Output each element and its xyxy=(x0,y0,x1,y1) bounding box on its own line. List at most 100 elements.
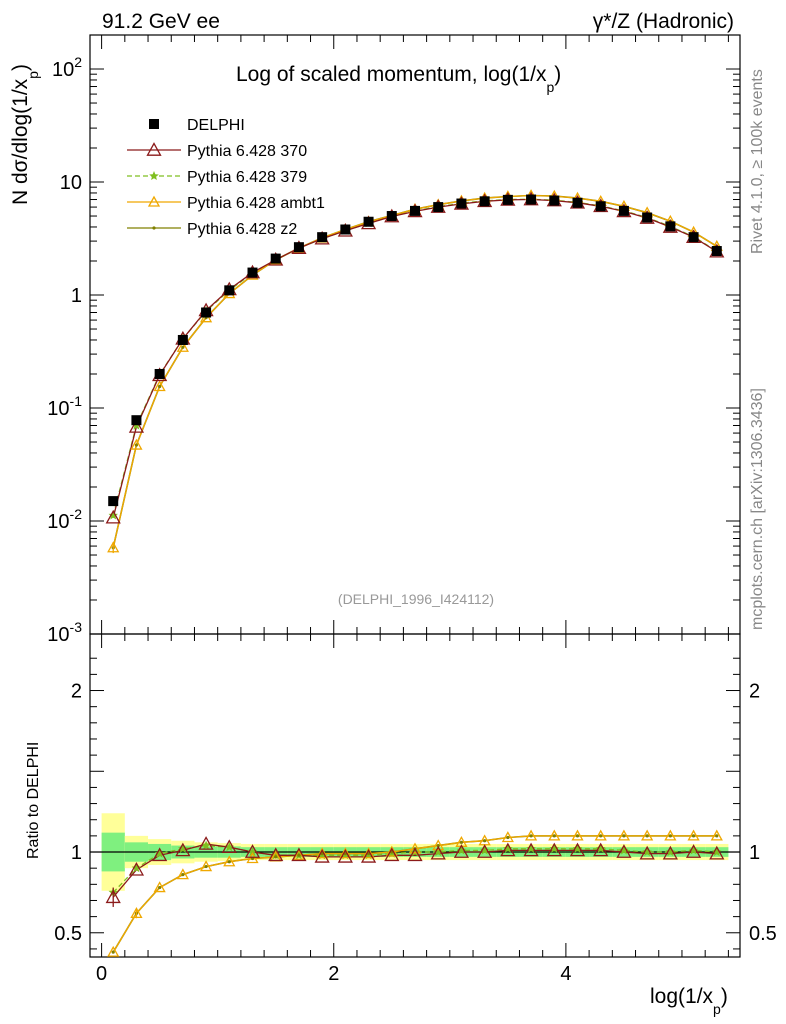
marker-z2 xyxy=(158,885,162,890)
marker-data xyxy=(201,307,212,318)
marker-z2 xyxy=(204,864,208,869)
marker-ambt1 xyxy=(710,829,723,841)
marker-ambt1 xyxy=(339,847,352,859)
series-line-p379 xyxy=(112,844,717,893)
marker-data xyxy=(572,197,583,208)
marker-data xyxy=(270,253,281,264)
marker-data xyxy=(410,205,420,216)
marker-z2 xyxy=(134,443,139,447)
marker-z2 xyxy=(668,834,672,838)
marker-data xyxy=(108,496,119,507)
x-tick-label: 0 xyxy=(96,963,107,985)
marker-ambt1 xyxy=(107,945,120,957)
marker-data xyxy=(154,368,165,379)
header-right: γ*/Z (Hadronic) xyxy=(593,10,734,33)
marker-p370 xyxy=(453,844,470,858)
legend-label: Pythia 6.428 z2 xyxy=(187,221,297,238)
y-tick-label: 10-3 xyxy=(47,619,82,646)
marker-ambt1 xyxy=(153,881,166,893)
marker-z2 xyxy=(297,853,301,857)
x-axis-label-sub: p xyxy=(713,1001,721,1017)
marker-ambt1 xyxy=(292,848,306,860)
marker-data xyxy=(688,232,699,243)
marker-p379 xyxy=(665,847,676,857)
marker-z2 xyxy=(111,950,115,954)
marker-p370 xyxy=(477,844,493,858)
marker-data xyxy=(340,224,351,235)
marker-z2 xyxy=(691,834,696,838)
x-axis-label: log(1/xp) xyxy=(650,985,728,1017)
marker-p370 xyxy=(291,847,307,862)
y-tick-label: 102 xyxy=(52,54,82,81)
marker-p379 xyxy=(433,847,443,857)
marker-p370 xyxy=(569,842,586,857)
marker-p370 xyxy=(128,419,145,433)
watermark: (DELPHI_1996_I424112) xyxy=(338,591,494,607)
series-line-p379 xyxy=(112,198,718,516)
legend-marker-data xyxy=(149,119,159,129)
marker-p379 xyxy=(596,843,606,853)
marker-z2 xyxy=(645,834,649,838)
y-tick-label: 10-1 xyxy=(47,393,82,420)
marker-data xyxy=(131,415,142,426)
y-tick-label: 1 xyxy=(71,285,82,307)
marker-ambt1 xyxy=(176,868,189,880)
marker-z2 xyxy=(181,873,185,877)
marker-data xyxy=(642,212,653,223)
marker-ambt1 xyxy=(408,842,422,854)
marker-data xyxy=(363,216,374,227)
marker-z2 xyxy=(158,384,162,389)
ratio-y-tick-label: 2 xyxy=(71,681,82,703)
marker-p370 xyxy=(128,861,145,876)
x-axis-label-text: log(1/x xyxy=(650,985,714,1008)
marker-ambt1 xyxy=(571,829,584,841)
main-title-sub: p xyxy=(547,79,555,95)
main-ylabel-sub: p xyxy=(25,71,41,79)
series-line-z2 xyxy=(112,194,718,548)
legend-label: Pythia 6.428 370 xyxy=(187,143,307,160)
marker-p379 xyxy=(503,843,513,853)
marker-ambt1 xyxy=(687,829,700,841)
y-tick-label-exp: -3 xyxy=(70,619,83,635)
marker-z2 xyxy=(599,834,603,838)
marker-p379 xyxy=(642,847,652,857)
marker-p370 xyxy=(639,845,655,860)
marker-p370 xyxy=(616,844,632,858)
marker-data xyxy=(549,195,560,206)
marker-p379 xyxy=(131,863,142,873)
legend-marker-p370 xyxy=(146,142,162,156)
marker-ambt1 xyxy=(664,829,677,841)
side-text-rivet: Rivet 4.1.0, ≥ 100k events xyxy=(749,69,766,254)
marker-z2 xyxy=(575,834,580,838)
side-text-mcplots: mcplots.cern.ch [arXiv:1306.3436] xyxy=(749,388,766,630)
marker-p370 xyxy=(546,842,562,857)
y-tick-label-base: 10 xyxy=(60,172,82,194)
marker-p379 xyxy=(456,845,467,855)
header-left: 91.2 GeV ee xyxy=(102,10,220,33)
marker-ambt1 xyxy=(385,845,398,857)
marker-p379 xyxy=(410,847,420,857)
main-title-end: ) xyxy=(554,63,561,86)
ratio-y-tick-label-right: 2 xyxy=(749,681,760,703)
marker-data xyxy=(665,221,676,232)
marker-data xyxy=(526,194,537,205)
marker-data xyxy=(711,246,722,257)
y-tick-label-base: 10 xyxy=(47,398,69,420)
main-ylabel: N dσ/dlog(1/xp) xyxy=(9,64,41,205)
marker-data xyxy=(247,267,258,278)
legend-marker-z2 xyxy=(152,226,156,230)
marker-p379 xyxy=(526,843,536,853)
marker-p370 xyxy=(593,842,609,857)
y-tick-label-exp: -1 xyxy=(70,393,83,409)
main-title-text: Log of scaled momentum, log(1/x xyxy=(236,63,547,86)
marker-ambt1 xyxy=(548,829,561,841)
legend: DELPHI Pythia 6.428 370 Pythia 6.428 379 Py… xyxy=(127,117,325,238)
y-tick-label-exp: 2 xyxy=(74,54,82,70)
legend-label: Pythia 6.428 379 xyxy=(187,169,307,186)
marker-p379 xyxy=(224,842,234,852)
y-tick-label: 10-2 xyxy=(47,506,82,533)
marker-p370 xyxy=(152,847,168,862)
marker-ambt1 xyxy=(316,847,329,859)
